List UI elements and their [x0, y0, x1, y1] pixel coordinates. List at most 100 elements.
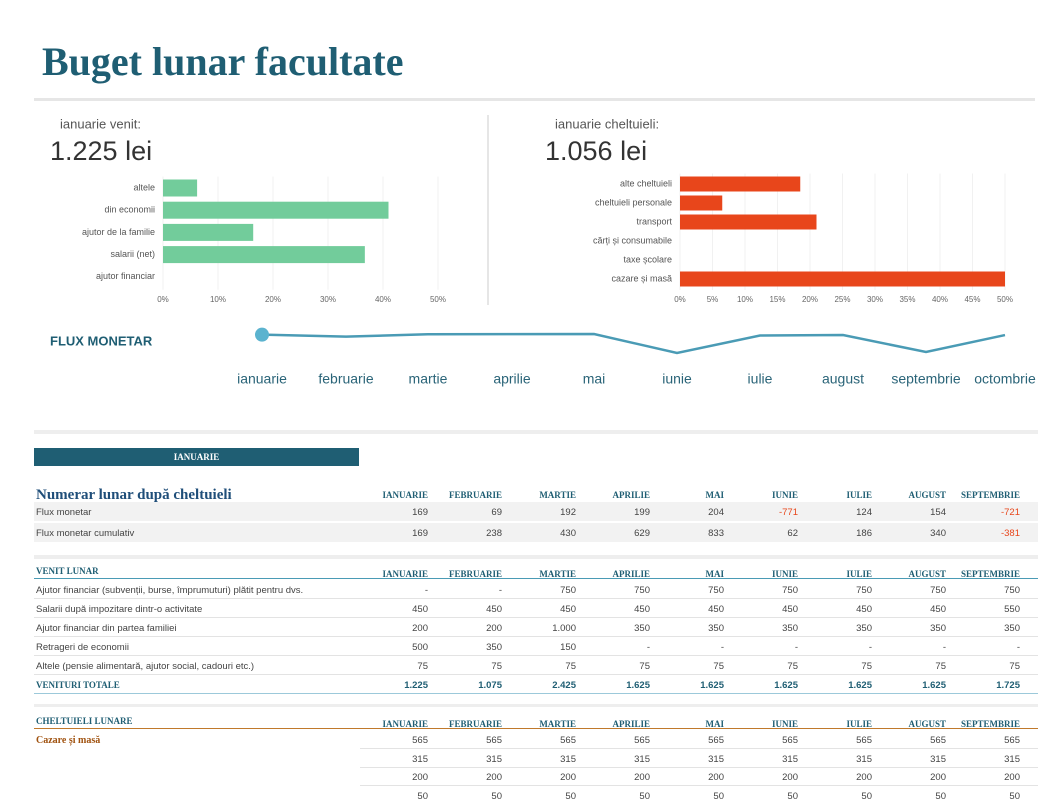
column-header: AUGUST	[908, 719, 946, 729]
x-tick-label: iunie	[662, 371, 692, 387]
cell: 62	[787, 528, 798, 539]
column-header: APRILIE	[612, 719, 650, 729]
cell: 50	[861, 790, 872, 800]
cell: 565	[930, 735, 946, 746]
row-rule	[34, 636, 1038, 637]
cell: 169	[412, 507, 428, 518]
cell: 450	[412, 604, 428, 615]
column-header: SEPTEMBRIE	[960, 719, 1020, 729]
row-label: Ajutor financiar (subvenții, burse, împr…	[36, 585, 304, 596]
column-header: MAI	[705, 569, 725, 579]
column-header: FEBRUARIE	[448, 490, 502, 500]
row-bg	[34, 523, 1038, 542]
cell: 750	[708, 585, 724, 596]
category-label: altele	[133, 182, 155, 192]
cell: 565	[708, 735, 724, 746]
x-tick-label: 50%	[997, 295, 1013, 304]
x-tick-label: ianuarie	[237, 371, 287, 387]
cell: 50	[713, 790, 724, 800]
cell: 350	[634, 623, 650, 634]
cell: 50	[1009, 790, 1020, 800]
x-tick-label: 25%	[834, 295, 850, 304]
cell: 450	[782, 604, 798, 615]
cell: 500	[412, 642, 428, 653]
x-tick-label: 0%	[157, 295, 169, 304]
cell: 750	[782, 585, 798, 596]
x-tick-label: 15%	[769, 295, 785, 304]
column-header: IUNIE	[771, 719, 798, 729]
cell: 315	[560, 753, 576, 765]
cell: 315	[708, 753, 724, 765]
column-header: IULIE	[846, 719, 872, 729]
cell: 565	[486, 735, 502, 746]
x-tick-label: 45%	[964, 295, 980, 304]
cell: 2.425	[552, 680, 576, 691]
column-header: IULIE	[846, 569, 872, 579]
divider	[34, 704, 1038, 707]
cell: 200	[412, 772, 428, 784]
column-header: SEPTEMBRIE	[960, 569, 1020, 579]
column-header: IANUARIE	[382, 719, 428, 729]
header-rule	[34, 578, 1038, 579]
row-rule	[34, 617, 1038, 618]
cell: 750	[560, 585, 576, 596]
cell: 200	[560, 772, 576, 784]
cell: 169	[412, 528, 428, 539]
cell: 350	[856, 623, 872, 634]
cell: 192	[560, 507, 576, 518]
tab[interactable]: IANUARIE	[34, 448, 359, 466]
cell: 200	[486, 623, 502, 634]
cell: 1.625	[848, 680, 872, 691]
header-rule	[34, 728, 1038, 729]
column-header: SEPTEMBRIE	[960, 490, 1020, 500]
row-rule	[360, 766, 1038, 768]
cell: 565	[560, 735, 576, 746]
column-header: IUNIE	[771, 490, 798, 500]
column-header: MARTIE	[539, 719, 576, 729]
divider	[34, 430, 1038, 434]
category-label: cazare și masă	[611, 273, 672, 283]
row-bg	[34, 502, 1038, 521]
cell: 1.625	[922, 680, 946, 691]
cell: 1.225	[404, 680, 428, 691]
row-rule	[360, 748, 1038, 749]
row-rule	[34, 655, 1038, 656]
cell: 450	[560, 604, 576, 615]
cell: 315	[486, 753, 502, 765]
category-label: din economii	[104, 205, 155, 215]
column-header: IUNIE	[771, 569, 798, 579]
bar	[163, 223, 254, 241]
x-tick-label: 40%	[932, 295, 948, 304]
cell: -	[942, 642, 946, 653]
divider	[487, 115, 489, 305]
cell: 200	[634, 772, 650, 784]
row-label: VENITURI TOTALE	[36, 680, 120, 690]
cell: 340	[930, 528, 946, 539]
category-label: ajutor financiar	[96, 271, 155, 281]
x-tick-label: septembrie	[891, 371, 960, 387]
cell: 750	[856, 585, 872, 596]
row-label: Flux monetar cumulativ	[36, 528, 135, 539]
cell: 350	[930, 623, 946, 634]
column-header: APRILIE	[612, 490, 650, 500]
cell: 1.625	[700, 680, 724, 691]
cell: 75	[1009, 661, 1020, 672]
cell: 350	[782, 623, 798, 634]
category-label: ajutor de la familie	[82, 227, 155, 237]
x-tick-label: februarie	[318, 371, 373, 387]
column-header: APRILIE	[612, 569, 650, 579]
column-header: IANUARIE	[382, 490, 428, 500]
cell: 550	[1004, 604, 1020, 615]
category-label: transport	[636, 216, 672, 226]
cell: 1.725	[996, 680, 1020, 691]
row-label: Cazare și masă	[36, 735, 101, 746]
cell: -	[720, 642, 724, 653]
x-tick-label: 30%	[320, 295, 336, 304]
cell: 200	[782, 772, 798, 784]
row-label: Altele (pensie alimentară, ajutor social…	[36, 661, 255, 672]
bar	[163, 201, 389, 219]
x-tick-label: octombrie	[974, 371, 1036, 387]
row-label: Retrageri de economii	[36, 642, 129, 653]
column-header: IULIE	[846, 490, 872, 500]
cell: 565	[1004, 735, 1020, 746]
